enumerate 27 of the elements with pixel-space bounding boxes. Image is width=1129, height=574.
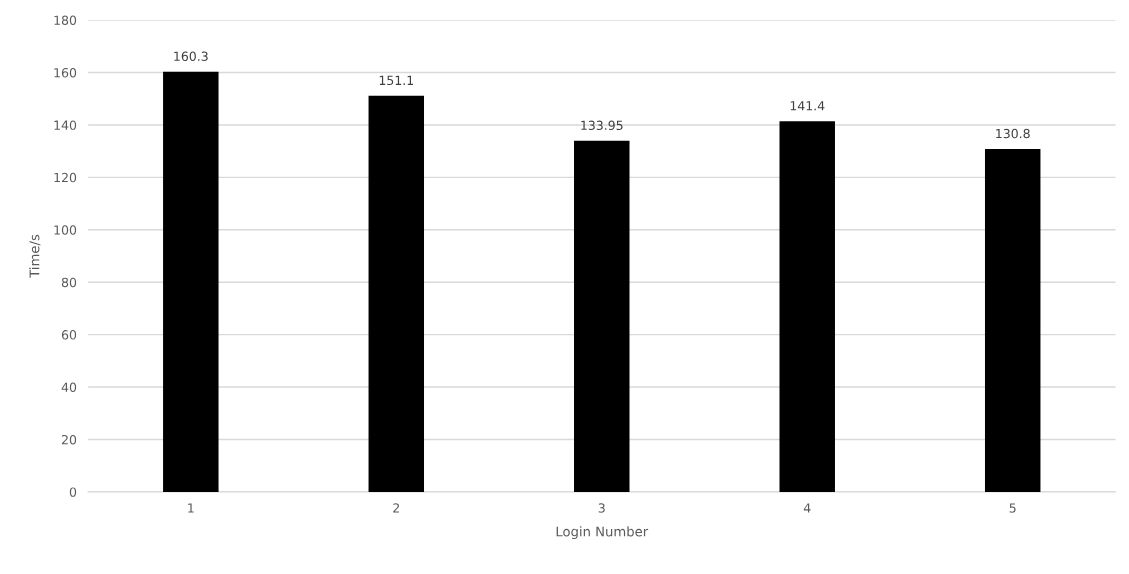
y-tick-label: 180 — [54, 15, 77, 26]
bar — [368, 95, 425, 492]
y-tick-label: 160 — [54, 67, 77, 78]
y-tick-label: 120 — [54, 172, 77, 183]
data-label: 130.8 — [996, 128, 1030, 139]
bar — [574, 140, 630, 492]
bar — [779, 121, 835, 492]
x-axis-title: Login Number — [556, 526, 649, 540]
y-tick-label: 80 — [61, 277, 77, 288]
data-label: 151.1 — [379, 75, 414, 86]
x-tick-label: 5 — [1009, 503, 1016, 513]
y-tick-label: 100 — [54, 225, 77, 235]
data-label: 160.3 — [174, 51, 208, 61]
bar — [984, 149, 1041, 492]
data-label: 141.4 — [790, 101, 825, 111]
y-axis-title: Time/s — [29, 234, 41, 278]
data-label: 133.95 — [581, 120, 623, 131]
x-tick-label: 1 — [188, 503, 194, 513]
y-tick-label: 40 — [61, 382, 77, 392]
x-tick-label: 3 — [598, 503, 605, 513]
y-tick-label: 60 — [61, 330, 77, 340]
x-tick-label: 2 — [393, 503, 399, 513]
y-tick-label: 20 — [61, 434, 77, 445]
y-tick-label: 140 — [54, 120, 77, 130]
y-tick-label: 0 — [69, 487, 77, 497]
bar — [163, 71, 219, 492]
x-tick-label: 4 — [803, 503, 811, 513]
